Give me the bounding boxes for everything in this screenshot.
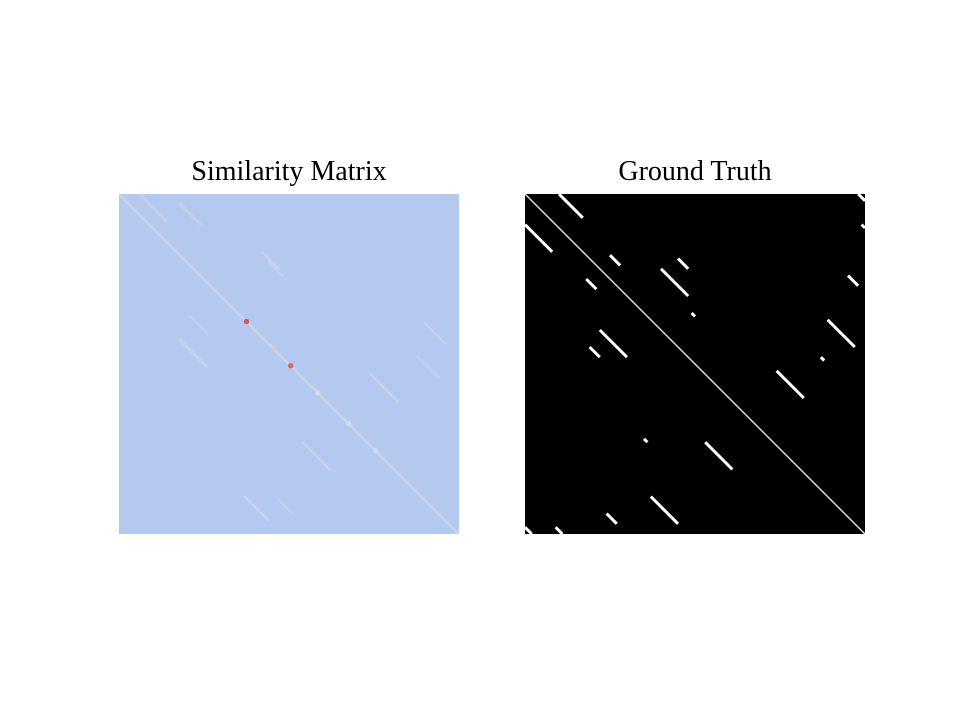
- ground-truth-segment: [525, 526, 533, 534]
- ground-truth-segment: [775, 369, 805, 400]
- ground-truth-segment: [588, 345, 601, 359]
- heatmap-streak: [277, 498, 294, 515]
- ground-truth-segment: [826, 318, 856, 349]
- ground-truth-panel: Ground Truth: [525, 150, 865, 534]
- ground-truth-heatmap: [525, 194, 865, 534]
- heatmap-streak: [178, 338, 209, 369]
- ground-truth-segment: [605, 512, 618, 525]
- heatmap-streak: [423, 321, 447, 345]
- heatmap-streak: [369, 372, 400, 403]
- heatmap-hotspot: [270, 345, 277, 352]
- heatmap-streak: [301, 440, 332, 471]
- ground-truth-segment: [554, 526, 564, 534]
- heatmap-hotspot: [287, 362, 294, 369]
- ground-truth-segment: [585, 277, 598, 291]
- heatmap-hotspot: [372, 447, 379, 454]
- ground-truth-segment: [819, 356, 826, 362]
- ground-truth-segment: [642, 437, 649, 444]
- ground-truth-segment: [676, 257, 690, 270]
- ground-truth-segment: [704, 441, 734, 471]
- ground-truth-segment: [608, 254, 622, 267]
- ground-truth-segment: [557, 194, 584, 219]
- similarity-matrix-panel: Similarity Matrix: [119, 150, 459, 534]
- ground-truth-segment: [649, 495, 680, 525]
- heatmap-streak: [260, 250, 281, 271]
- ground-truth-segment: [659, 267, 690, 298]
- ground-truth-segment: [690, 311, 697, 318]
- ground-truth-diagonal: [525, 194, 865, 534]
- ground-truth-title: Ground Truth: [618, 156, 772, 187]
- heatmap-hotspot: [243, 318, 250, 325]
- similarity-matrix-heatmap: [119, 194, 459, 534]
- heatmap-streak: [189, 315, 209, 335]
- ground-truth-segment: [857, 194, 865, 202]
- ground-truth-segment: [598, 328, 629, 359]
- similarity-matrix-title: Similarity Matrix: [191, 156, 387, 187]
- heatmap-hotspot: [315, 390, 321, 396]
- ground-truth-segment: [525, 223, 554, 253]
- ground-truth-segment: [860, 223, 865, 230]
- heatmap-hotspot: [345, 420, 352, 427]
- heatmap-streak: [178, 202, 202, 226]
- heatmap-streak: [416, 355, 440, 379]
- heatmap-streak: [138, 194, 168, 223]
- ground-truth-segment: [846, 274, 860, 287]
- heatmap-streak: [267, 260, 284, 277]
- heatmap-streak: [243, 495, 270, 522]
